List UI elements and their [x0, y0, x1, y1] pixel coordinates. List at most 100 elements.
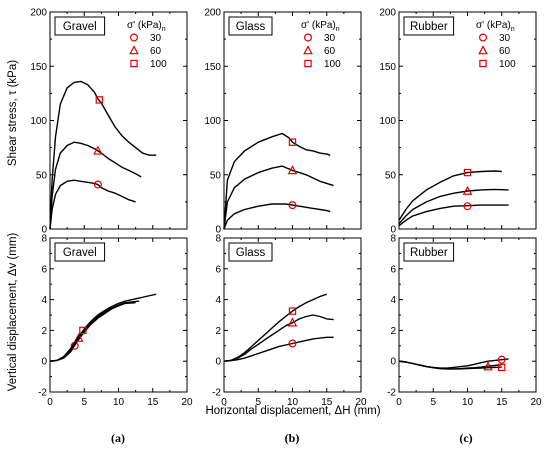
- y-tick-label-glass-vertical: 4: [215, 295, 221, 306]
- panel-rubber-shear: 0 50 100 150 200 Rubber σ' (kPa)n30 60 100: [379, 8, 537, 236]
- y-tick-label-glass-shear: 200: [204, 8, 221, 19]
- series-line-30: [223, 336, 334, 362]
- data-marker-60: [287, 317, 298, 327]
- y-tick-label-gravel-vertical: -2: [38, 388, 47, 399]
- y-tick-label-rubber-shear: 50: [385, 170, 397, 181]
- y-tick-label-rubber-shear: 100: [379, 116, 396, 127]
- y-tick-label-rubber-shear: 0: [390, 225, 396, 236]
- series-line-30: [49, 302, 136, 362]
- y-tick-label-glass-vertical: 8: [215, 234, 221, 245]
- x-tick-label-rubber-vertical: 0: [396, 397, 402, 408]
- legend-title-subscript: n: [511, 26, 515, 33]
- legend-entry-100: 100: [150, 59, 167, 70]
- data-marker-30: [288, 201, 297, 210]
- x-tick-label-gravel-vertical: 10: [113, 397, 125, 408]
- y-tick-label-rubber-vertical: 0: [390, 357, 396, 368]
- panel-label-text: Glass: [236, 21, 266, 33]
- x-tick-label-rubber-vertical: 5: [430, 397, 436, 408]
- data-marker-100: [79, 326, 87, 335]
- legend-gravel-shear: σ' (kPa)n30 60 100: [127, 20, 167, 70]
- x-tick-label-glass-vertical: 10: [287, 397, 299, 408]
- panel-label-box: [228, 242, 273, 262]
- x-tick-label-gravel-vertical: 0: [47, 397, 53, 408]
- legend-marker-60: [129, 45, 139, 55]
- legend-marker-100: [130, 59, 138, 68]
- y-tick-label-gravel-vertical: 8: [41, 234, 47, 245]
- legend-entry-100: 100: [324, 59, 341, 70]
- x-tick-label-gravel-vertical: 20: [181, 397, 193, 408]
- data-marker-100: [498, 363, 506, 372]
- data-marker-60: [462, 185, 473, 195]
- series-line-30: [398, 204, 509, 227]
- legend-entry-30: 30: [324, 33, 336, 44]
- data-marker-30: [497, 355, 506, 364]
- y-tick-label-gravel-vertical: 4: [41, 295, 47, 306]
- panel-label-gravel-vertical: Gravel: [54, 242, 106, 262]
- series-line-60: [49, 300, 140, 362]
- y-tick-label-gravel-shear: 0: [41, 225, 47, 236]
- sub-figure-label-c: (c): [459, 431, 472, 445]
- legend-marker-30: [304, 33, 313, 42]
- y-tick-label-rubber-vertical: 6: [390, 264, 396, 275]
- legend-entry-30: 30: [150, 33, 162, 44]
- legend-title: σ' (kPa)n: [127, 20, 166, 33]
- y-tick-label-glass-vertical: 6: [215, 264, 221, 275]
- y-tick-label-gravel-shear: 100: [30, 116, 47, 127]
- data-marker-30: [288, 339, 297, 348]
- legend-entry-60: 60: [324, 46, 336, 57]
- x-tick-label-glass-vertical: 5: [255, 397, 261, 408]
- y-tick-label-rubber-vertical: 2: [390, 326, 396, 337]
- y-axis-title-shear: Shear stress, τ (kPa): [7, 60, 19, 166]
- sub-figure-label-a: (a): [111, 431, 125, 445]
- legend-title-subscript: n: [162, 26, 166, 33]
- panel-label-rubber-shear: Rubber: [403, 16, 455, 36]
- panel-label-box: [403, 16, 455, 36]
- data-marker-30: [463, 202, 472, 211]
- panel-label-rubber-vertical: Rubber: [403, 242, 455, 262]
- x-tick-label-gravel-vertical: 15: [147, 397, 159, 408]
- panel-label-box: [54, 242, 106, 262]
- y-tick-label-gravel-shear: 150: [30, 62, 47, 73]
- legend-marker-100: [479, 59, 487, 68]
- series-line-60: [398, 188, 509, 225]
- legend-title-subscript: n: [336, 26, 340, 33]
- data-marker-60: [93, 145, 103, 155]
- series-line-60: [223, 314, 334, 362]
- panel-label-box: [228, 16, 273, 36]
- x-tick-label-rubber-vertical: 15: [496, 397, 508, 408]
- legend-marker-60: [303, 45, 313, 55]
- panel-label-text: Rubber: [410, 21, 448, 33]
- legend-rubber-shear: σ' (kPa)n30 60 100: [476, 20, 516, 70]
- x-axis-title: Horizontal displacement, ΔH (mm): [205, 405, 380, 417]
- y-tick-label-rubber-vertical: -2: [387, 388, 396, 399]
- legend-entry-60: 60: [150, 46, 162, 57]
- panel-label-text: Gravel: [63, 21, 97, 33]
- y-tick-label-glass-shear: 150: [204, 62, 221, 73]
- y-tick-label-glass-vertical: 0: [215, 357, 221, 368]
- x-tick-label-rubber-vertical: 20: [530, 397, 542, 408]
- series-line-100: [223, 132, 331, 230]
- x-tick-label-glass-vertical: 15: [321, 397, 333, 408]
- series-line-30: [223, 203, 331, 230]
- legend-entry-60: 60: [499, 46, 511, 57]
- legend-marker-30: [130, 33, 139, 42]
- panel-label-gravel-shear: Gravel: [54, 16, 106, 36]
- data-marker-100: [288, 138, 297, 146]
- panel-label-text: Gravel: [63, 247, 97, 259]
- legend-entry-100: 100: [499, 59, 516, 70]
- y-tick-label-gravel-vertical: 6: [41, 264, 47, 275]
- y-tick-label-glass-shear: 50: [210, 170, 222, 181]
- y-tick-label-gravel-shear: 200: [30, 8, 47, 19]
- series-line-30: [49, 179, 136, 230]
- legend-title: σ' (kPa)n: [301, 20, 340, 33]
- data-marker-100: [463, 168, 472, 177]
- y-tick-label-gravel-vertical: 0: [41, 357, 47, 368]
- series-line-100: [398, 170, 502, 221]
- plot-frame-rubber-shear: [398, 11, 537, 230]
- data-marker-30: [93, 180, 102, 189]
